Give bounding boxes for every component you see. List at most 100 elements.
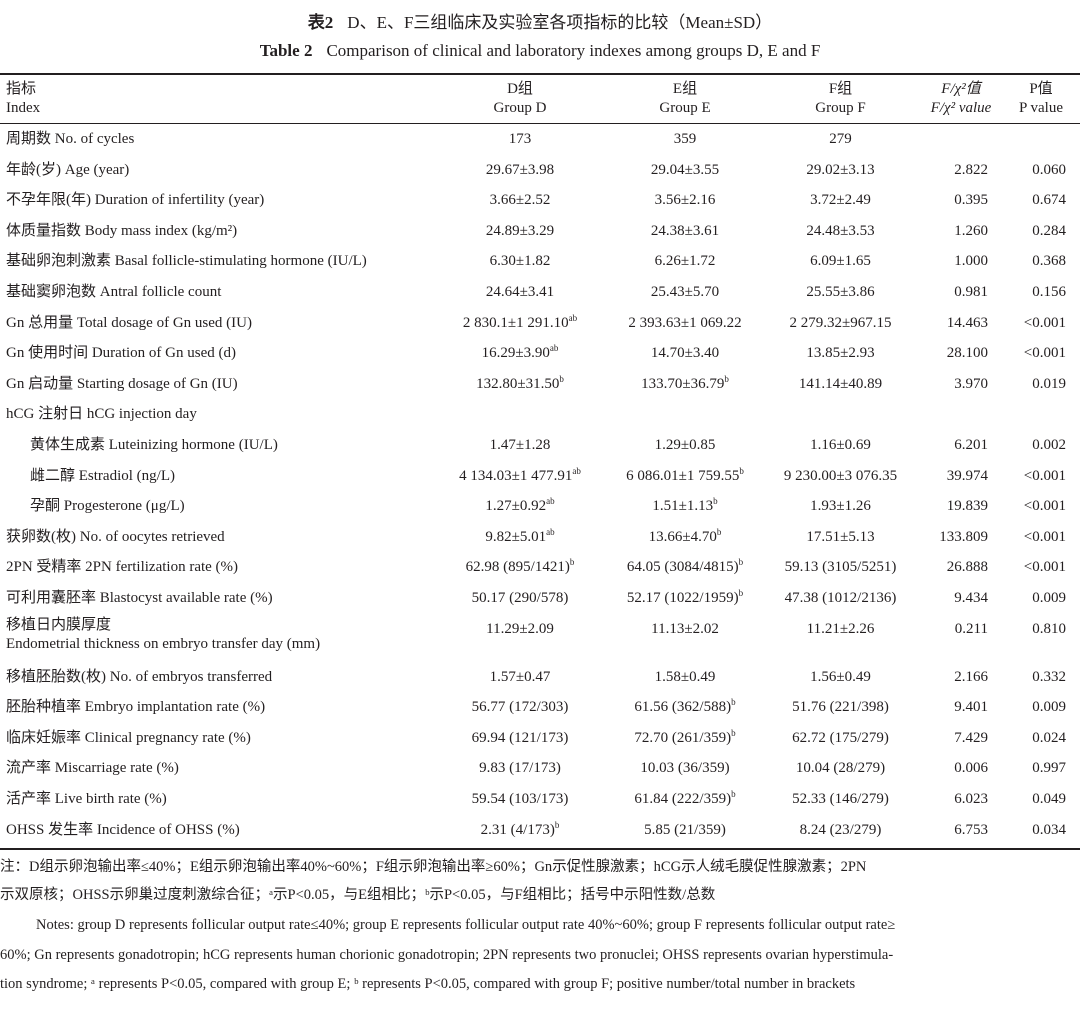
group-d-value: 1.57±0.47 [440,662,600,692]
group-f-value-text: 52.33 (146/279) [792,791,889,807]
group-d-value-text: 1.57±0.47 [489,668,551,685]
group-d-value: 132.80±31.50b [440,369,600,399]
group-e-value: 14.70±3.40 [600,338,770,368]
table-row: OHSS 发生率 Incidence of OHSS (%) 2.31 (4/17… [0,815,1080,845]
group-f-value-text: 47.38 (1012/2136) [784,590,897,606]
p-value-text: 0.002 [1032,437,1066,453]
row-label: 2PN 受精率 2PN fertilization rate (%) [6,552,238,582]
row-label: 活产率 Live birth rate (%) [6,784,167,814]
p-value: 0.002 [1032,430,1066,460]
p-value: 0.810 [1032,614,1066,644]
statistic-value: 0.006 [954,753,988,783]
row-label: 不孕年限(年) Duration of infertility (year) [6,185,264,215]
group-e-value: 5.85 (21/359) [600,815,770,845]
group-f-value-text: 9 230.00±3 076.35 [783,467,898,484]
group-e-value-text: 61.56 (362/588) [634,699,732,716]
statistic-value: 39.974 [947,461,988,491]
group-d-value-text: 132.80±31.50 [476,375,560,392]
p-value-text: 0.368 [1032,253,1066,270]
group-e-value: 13.66±4.70b [600,522,770,552]
statistic-value-text: 9.401 [954,699,988,716]
row-label: 胚胎种植率 Embryo implantation rate (%) [6,692,265,722]
table-row: 移植胚胎数(枚) No. of embryos transferred 1.57±… [0,662,1080,692]
header-rule [0,123,1080,124]
group-f-value-text: 8.24 (23/279) [799,821,882,838]
group-e-value: 1.51±1.13b [600,491,770,521]
p-value-text: 0.810 [1032,620,1066,637]
row-label: 基础卵泡刺激素 Basal follicle-stimulating hormo… [6,246,367,276]
row-label-text: 可利用囊胚率 Blastocyst available rate (%) [6,590,273,606]
group-f-value: 1.93±1.26 [768,491,913,521]
group-d-value-text: 1.27±0.92 [485,498,547,515]
row-label-text: 不孕年限(年) Duration of infertility (year) [6,192,265,209]
note-cn-line-1: 注：D组示卵泡输出率≤40%；E组示卵泡输出率40%~60%；F组示卵泡输出率≥… [0,859,867,875]
row-label-text: 周期数 No. of cycles [6,131,135,147]
significance-mark: b [731,789,736,799]
group-e-value-text: 52.17 (1022/1959) [626,590,739,606]
statistic-value-text: 6.753 [954,821,988,838]
group-f-value: 62.72 (175/279) [768,723,913,753]
statistic-value: 2.822 [954,155,988,185]
header-group-d: D组 Group D [440,80,600,118]
statistic-value: 0.395 [954,185,988,215]
statistic-value-text: 1.000 [954,253,988,270]
row-label-text: 基础窦卵泡数 Antral follicle count [6,284,222,300]
statistic-value: 133.809 [939,522,988,552]
group-e-value: 61.84 (222/359)b [600,784,770,814]
p-value-text: <0.001 [1023,498,1066,515]
row-label: hCG 注射日 hCG injection day [6,399,197,429]
table-row: 移植日内膜厚度 Endometrial thickness on embryo t… [0,614,1080,652]
group-f-value-text: 2 279.32±967.15 [789,314,892,331]
header-index-en: Index [6,100,41,116]
group-e-value-text: 11.13±2.02 [651,620,719,637]
table-row: 胚胎种植率 Embryo implantation rate (%) 56.77 … [0,692,1080,722]
table-row: 临床妊娠率 Clinical pregnancy rate (%) 69.94 (… [0,723,1080,753]
group-e-value-text: 2 393.63±1 069.22 [628,314,742,331]
table-row: 不孕年限(年) Duration of infertility (year) 3.… [0,185,1080,215]
group-f-value-text: 141.14±40.89 [798,375,883,392]
group-f-value: 3.72±2.49 [768,185,913,215]
note-en-line-3: tion syndrome; ᵃ represents P<0.05, comp… [0,976,856,992]
group-e-value-text: 24.38±3.61 [650,222,720,239]
statistic-value-text: 0.006 [954,760,988,777]
group-d-value-text: 16.29±3.90 [481,345,550,362]
statistic-value: 0.211 [955,614,988,644]
row-label-text: 移植胚胎数(枚) No. of embryos transferred [6,668,273,685]
group-e-value-text: 72.70 (261/359) [634,729,732,746]
significance-mark: b [554,819,560,830]
statistic-value-text: 3.970 [954,375,988,392]
row-label-text: Gn 启动量 Starting dosage of Gn (IU) [6,375,238,392]
p-value: 0.024 [1032,723,1066,753]
group-e-value: 24.38±3.61 [600,216,770,246]
table-number-en: Table 2 [259,41,313,60]
note-en-line-2: 60%; Gn represents gonadotropin; hCG rep… [0,947,894,963]
top-rule [0,73,1080,75]
group-e-value-text: 13.66±4.70 [648,528,717,545]
statistic-value-text: 39.974 [946,467,988,484]
significance-mark: b [713,496,718,507]
group-d-value: 1.47±1.28 [440,430,600,460]
header-stat-cn: F/χ²值 [941,81,981,97]
table-row: 获卵数(枚) No. of oocytes retrieved 9.82±5.01… [0,522,1080,552]
group-e-value-text: 64.05 (3084/4815) [626,559,739,576]
group-f-value-text: 29.02±3.13 [806,161,875,178]
group-f-value: 59.13 (3105/5251) [768,552,913,582]
p-value-text: <0.001 [1023,314,1066,331]
significance-mark: ab [572,465,581,476]
group-f-value: 279 [768,124,913,154]
group-e-value: 29.04±3.55 [600,155,770,185]
header-group-f: F组 Group F [768,80,913,118]
row-label: 临床妊娠率 Clinical pregnancy rate (%) [6,723,251,753]
group-f-value-text: 51.76 (221/398) [792,699,889,716]
group-d-value-text: 4 134.03±1 477.91 [459,467,573,484]
significance-mark: ab [568,312,578,323]
row-label-text: 黄体生成素 Luteinizing hormone (IU/L) [30,437,278,453]
group-e-value-text: 14.70±3.40 [650,345,720,362]
p-value: 0.060 [1032,155,1066,185]
group-d-value-text: 24.64±3.41 [485,284,555,300]
significance-mark: b [731,697,736,708]
statistic-value-text: 28.100 [946,345,988,362]
group-d-value-text: 3.66±2.52 [489,192,551,209]
row-label: 获卵数(枚) No. of oocytes retrieved [6,522,225,552]
table-row: Gn 启动量 Starting dosage of Gn (IU) 132.80±… [0,369,1080,399]
